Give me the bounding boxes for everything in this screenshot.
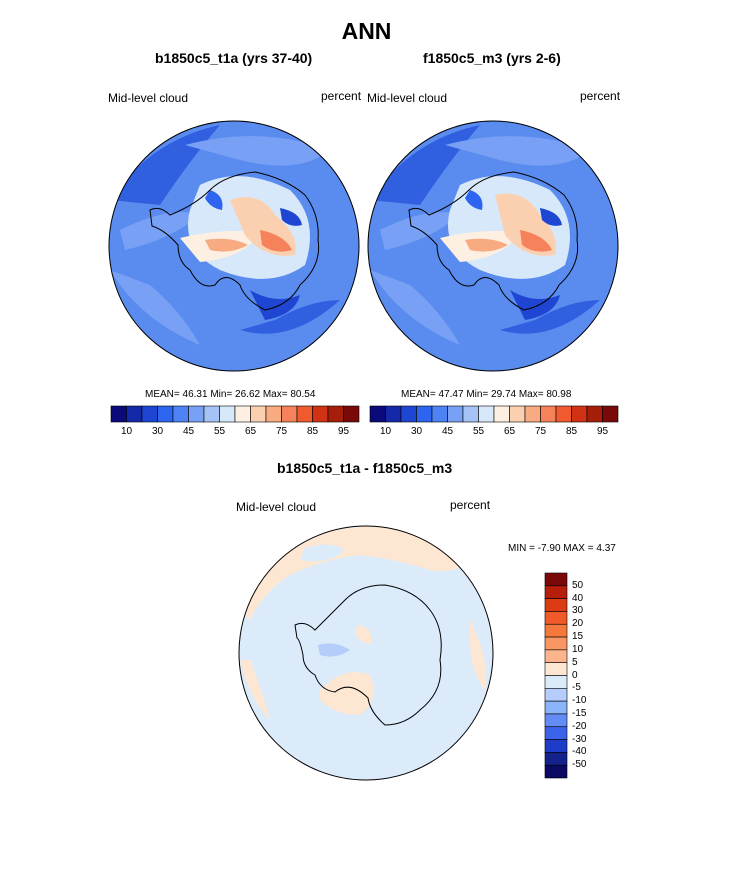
diff-colorbar-tick-label: 50 [572, 579, 584, 591]
panel-1-colorbar-tick-label: 85 [306, 426, 319, 437]
diff-colorbar-tick-label: -30 [572, 733, 587, 745]
diff-colorbar-tick-label: 10 [572, 643, 584, 655]
diff-colorbar-tick-label: 20 [572, 618, 584, 630]
diff-colorbar-tick-label: -5 [572, 682, 581, 694]
diff-colorbar-swatch [544, 585, 568, 599]
panel-2-stats: MEAN= 47.47 Min= 29.74 Max= 80.98 [401, 389, 572, 400]
diff-colorbar-swatch [544, 726, 568, 740]
panel-1-colorbar-tick-label: 45 [182, 426, 195, 437]
diff-colorbar-swatch [544, 764, 568, 779]
diff-colorbar-tick-label: 30 [572, 605, 584, 617]
diff-colorbar-swatch [544, 572, 568, 587]
diff-colorbar-swatch [544, 598, 568, 612]
panel-2-colorbar-tick-label: 75 [534, 426, 547, 437]
panel-1-colorbar-tick-label: 75 [275, 426, 288, 437]
diff-panel-units: percent [450, 498, 491, 512]
diff-panel-stats: MIN = -7.90 MAX = 4.37 [508, 543, 616, 554]
panel-1-units: percent [321, 89, 362, 103]
panel-1-colorbar-tick-label: 65 [244, 426, 257, 437]
diff-colorbar-tick-label: 15 [572, 631, 584, 643]
panel-1-colorbar-swatch [343, 405, 360, 423]
panel-2-colorbar-swatch [602, 405, 619, 423]
panel-2-colorbar-tick-label: 30 [410, 426, 423, 437]
diff-colorbar-tick-label: 40 [572, 592, 584, 604]
diff-panel-title: b1850c5_t1a - f1850c5_m3 [277, 460, 453, 476]
panel-2-colorbar-tick-label: 65 [503, 426, 516, 437]
diff-colorbar-swatch [544, 623, 568, 638]
diff-colorbar-swatch [544, 713, 568, 728]
panel-1-colorbar-tick-label: 30 [151, 426, 164, 437]
diff-colorbar-tick-label: -50 [572, 759, 587, 771]
diff-panel-field-label: Mid-level cloud [236, 500, 317, 514]
diff-colorbar-swatch [544, 636, 568, 651]
diff-colorbar-swatch [544, 662, 568, 676]
diff-colorbar-swatch [544, 649, 568, 663]
panel-1-stats: MEAN= 46.31 Min= 26.62 Max= 80.54 [145, 389, 316, 400]
panel-1-colorbar-tick-label: 10 [120, 426, 133, 437]
panel-1-colorbar-tick-label: 55 [213, 426, 226, 437]
diff-colorbar-swatch [544, 739, 568, 753]
panel-2-colorbar-tick-label: 85 [565, 426, 578, 437]
diff-colorbar-tick-label: -10 [572, 695, 587, 707]
diff-colorbar-swatch [544, 752, 568, 766]
panel-2-colorbar-tick-label: 45 [441, 426, 454, 437]
panel-2-title: f1850c5_m3 (yrs 2-6) [423, 50, 561, 66]
panel-2-colorbar-tick-label: 10 [379, 426, 392, 437]
diff-colorbar-tick-label: -15 [572, 707, 587, 719]
panel-2-colorbar-tick-label: 55 [472, 426, 485, 437]
panel-1-title: b1850c5_t1a (yrs 37-40) [155, 50, 313, 66]
panel-1-field-label: Mid-level cloud [108, 91, 189, 105]
diff-colorbar-swatch [544, 700, 568, 715]
diff-colorbar-tick-label: 5 [572, 656, 578, 668]
diff-colorbar-swatch [544, 688, 568, 702]
panel-2-units: percent [580, 89, 621, 103]
panel-2-field-label: Mid-level cloud [367, 91, 448, 105]
panel-1-colorbar-tick-label: 95 [337, 426, 350, 437]
figure-title: ANN [341, 18, 392, 44]
panel-2-colorbar-tick-label: 95 [596, 426, 609, 437]
diff-colorbar-tick-label: -40 [572, 746, 587, 758]
diff-colorbar-tick-label: 0 [572, 669, 578, 681]
diff-colorbar-swatch [544, 675, 568, 689]
diff-colorbar-tick-label: -20 [572, 720, 587, 732]
diff-colorbar-swatch [544, 611, 568, 625]
